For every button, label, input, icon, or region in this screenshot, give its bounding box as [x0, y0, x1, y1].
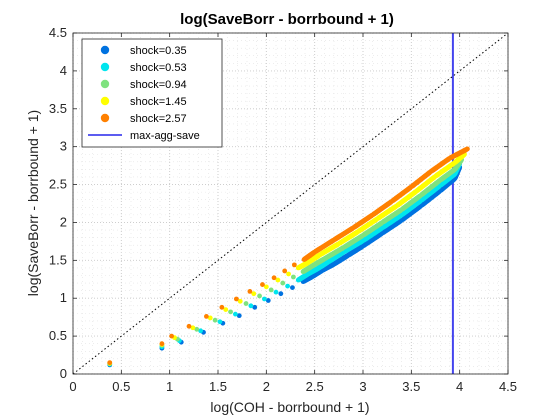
y-tick-label: 3.5 [49, 101, 67, 116]
y-tick-label: 2 [60, 214, 67, 229]
y-axis-title: log(SaveBorr - borrbound + 1) [25, 110, 41, 296]
y-tick-label: 4.5 [49, 25, 67, 40]
y-tick-label: 1.5 [49, 252, 67, 267]
x-axis-title: log(COH - borrbound + 1) [210, 399, 369, 415]
x-tick-label: 4 [456, 379, 463, 394]
data-point [204, 314, 209, 319]
legend-box [81, 38, 223, 148]
data-point [159, 341, 165, 347]
data-point [186, 323, 192, 329]
data-point [236, 313, 242, 319]
data-point [291, 274, 296, 280]
legend-label: shock=0.94 [130, 79, 187, 91]
y-tick-label: 1 [60, 290, 67, 305]
y-tick-label: 3 [60, 139, 67, 154]
x-tick-label: 4.5 [499, 379, 517, 394]
series-shock=0.53 [107, 160, 463, 367]
data-point [252, 304, 258, 310]
data-point [291, 262, 297, 268]
data-point [285, 283, 290, 289]
legend-label: shock=0.35 [130, 45, 187, 57]
data-point [212, 317, 218, 323]
y-tick-label: 0.5 [49, 328, 67, 343]
x-tick-label: 0 [69, 379, 76, 394]
data-point [282, 268, 288, 274]
axes [72, 32, 509, 375]
legend-entry: shock=2.57 [100, 113, 187, 125]
data-point [463, 146, 469, 153]
data-point [169, 333, 175, 339]
data-point [247, 289, 253, 294]
legend-entry: shock=0.35 [100, 45, 187, 57]
data-point [280, 280, 286, 286]
reference-lines [72, 32, 509, 375]
data-point [257, 293, 262, 299]
x-tick-label: 3 [359, 379, 366, 394]
series-shock=0.94 [107, 157, 464, 366]
legend-label: max-agg-save [130, 130, 200, 142]
legend-entry: shock=0.53 [100, 62, 187, 74]
legend-marker [100, 96, 110, 106]
data-point [251, 291, 257, 297]
data-point [248, 303, 254, 309]
series-shock=1.45 [107, 151, 467, 366]
diagonal-reference-line [72, 32, 509, 375]
data-point [219, 304, 225, 310]
series-shock=2.57 [107, 146, 470, 366]
data-point [278, 291, 284, 297]
data-point [268, 287, 274, 293]
data-point [271, 275, 277, 281]
legend-label: shock=1.45 [130, 96, 187, 108]
data-point [233, 296, 239, 302]
legend-entry: max-agg-save [88, 130, 200, 142]
data-point [290, 285, 295, 291]
data-point [286, 271, 291, 277]
data-point [217, 319, 223, 325]
x-tick-label: 0.5 [112, 379, 130, 394]
axes-box [72, 32, 509, 375]
legend-marker [100, 45, 110, 55]
data-points [107, 146, 470, 368]
data-point [207, 315, 213, 321]
data-point [107, 360, 113, 366]
data-point [262, 296, 267, 302]
data-point [194, 326, 200, 332]
legend-marker [100, 79, 110, 89]
x-tick-label: 2 [263, 379, 270, 394]
data-point [275, 277, 281, 283]
x-tick-label: 3.5 [402, 379, 420, 394]
legend-label: shock=0.53 [130, 62, 187, 74]
data-point [233, 311, 238, 317]
data-point [223, 307, 229, 312]
data-point [273, 289, 279, 295]
data-point [228, 309, 233, 315]
x-tick-label: 1.5 [209, 379, 227, 394]
data-point [237, 298, 243, 304]
data-point [190, 325, 196, 331]
chart-title: log(SaveBorr - borrbound + 1) [180, 11, 394, 28]
data-point [260, 282, 265, 287]
legend: shock=0.35 shock=0.53 shock=0.94 shock=1.45… [81, 38, 223, 148]
data-point [243, 301, 249, 306]
y-tick-label: 2.5 [49, 177, 67, 192]
data-point [198, 328, 204, 334]
x-tick-label: 2.5 [306, 379, 324, 394]
legend-marker [100, 62, 110, 72]
y-tick-label: 4 [60, 63, 67, 78]
legend-marker [100, 113, 110, 123]
legend-label: shock=2.57 [130, 113, 187, 125]
legend-entry: shock=1.45 [100, 96, 187, 108]
data-point [263, 284, 269, 290]
x-tick-label: 1 [166, 379, 173, 394]
tick-labels: 0 0.5 1 1.5 2 2.5 3 3.5 4 4.5 0 0.5 1 1.5 2 2.5 3 3.5 4 4.5 [49, 25, 517, 394]
y-tick-label: 0 [60, 366, 67, 381]
legend-entry: shock=0.94 [100, 79, 187, 91]
data-point [265, 298, 271, 303]
